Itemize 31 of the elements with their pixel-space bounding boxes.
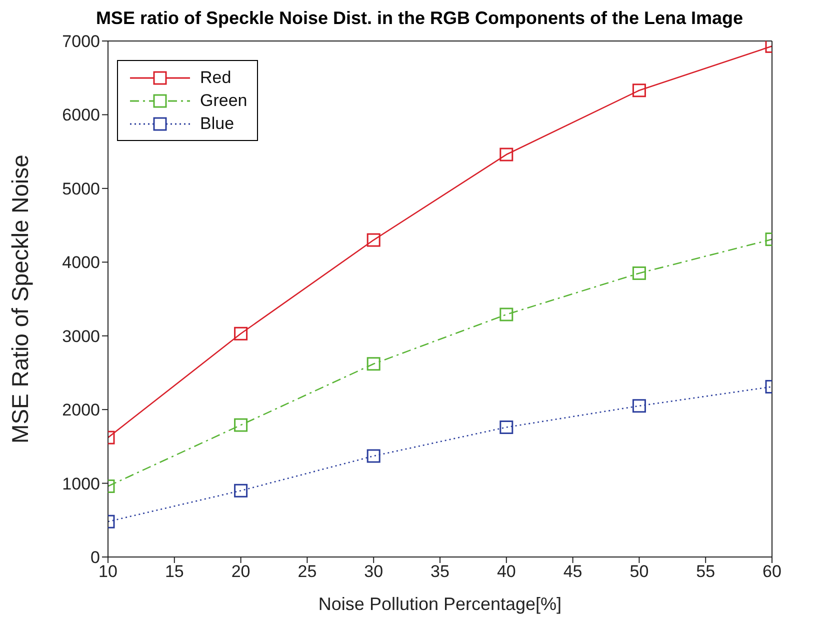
x-tick-label: 10 bbox=[98, 562, 118, 582]
x-tick-label: 40 bbox=[496, 562, 516, 582]
y-tick-label: 7000 bbox=[62, 32, 100, 52]
x-tick-label: 55 bbox=[696, 562, 716, 582]
y-tick-label: 6000 bbox=[62, 106, 100, 125]
y-tick-label: 3000 bbox=[62, 326, 100, 346]
x-axis-title: Noise Pollution Percentage[%] bbox=[318, 594, 562, 614]
x-tick-label: 20 bbox=[231, 562, 250, 582]
x-tick-label: 45 bbox=[563, 562, 582, 582]
point bbox=[366, 233, 380, 247]
x-tick-label: 50 bbox=[630, 562, 649, 582]
x-tick-label: 35 bbox=[430, 562, 450, 582]
point bbox=[500, 308, 514, 322]
y-tick-label: 4000 bbox=[62, 253, 100, 272]
legend-label: Blue bbox=[200, 114, 234, 134]
legend-label: Red bbox=[200, 68, 232, 88]
point bbox=[366, 357, 380, 371]
y-tick-label: 2000 bbox=[62, 400, 100, 420]
chart-title: MSE ratio of Speckle Noise Dist. in the RGB Components of the Lena Image bbox=[94, 8, 744, 30]
x-tick-label: 25 bbox=[298, 562, 317, 582]
point bbox=[366, 449, 380, 463]
y-tick-label: 0 bbox=[90, 548, 100, 568]
y-tick-label: 5000 bbox=[62, 179, 100, 198]
x-tick-label: 15 bbox=[164, 562, 184, 582]
y-tick-label: 1000 bbox=[62, 474, 100, 494]
x-tick-label: 60 bbox=[762, 562, 782, 582]
x-tick-label: 30 bbox=[364, 562, 384, 582]
point bbox=[500, 148, 514, 162]
y-axis-title: MSE Ratio of Speckle Noise bbox=[7, 154, 34, 444]
legend-label: Green bbox=[200, 90, 248, 110]
point bbox=[500, 420, 514, 434]
